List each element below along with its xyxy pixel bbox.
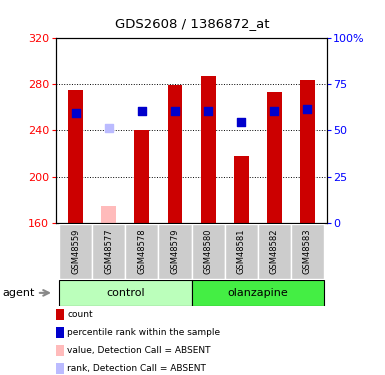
Text: percentile rank within the sample: percentile rank within the sample (67, 328, 221, 337)
Point (205, 108, 211, 114)
Point (73, 110, 79, 116)
Text: GSM48579: GSM48579 (171, 229, 179, 274)
Text: count: count (67, 310, 93, 319)
Bar (234, 156, 249, 223)
Text: GSM48559: GSM48559 (71, 229, 80, 274)
Point (304, 106, 310, 112)
Bar (134, 130, 149, 223)
Bar (101, 206, 116, 223)
Point (139, 108, 145, 114)
Bar (291, 224, 324, 279)
Bar (167, 85, 182, 223)
Bar (126, 224, 159, 279)
Point (106, 125, 112, 131)
Text: GSM48583: GSM48583 (303, 229, 312, 274)
Bar (68, 90, 83, 223)
Bar (59, 224, 92, 279)
Text: GDS2608 / 1386872_at: GDS2608 / 1386872_at (115, 17, 270, 30)
Bar (192, 280, 324, 306)
Bar (92, 224, 126, 279)
Point (238, 119, 244, 125)
Text: GSM48577: GSM48577 (104, 229, 113, 274)
Bar (258, 224, 291, 279)
Text: control: control (106, 288, 145, 298)
Text: GSM48578: GSM48578 (137, 229, 146, 274)
Text: olanzapine: olanzapine (228, 288, 288, 298)
Point (271, 108, 277, 114)
Text: value, Detection Call = ABSENT: value, Detection Call = ABSENT (67, 346, 211, 355)
Point (172, 108, 178, 114)
Bar (159, 224, 192, 279)
Bar (201, 76, 216, 223)
Bar (59, 280, 192, 306)
Bar (224, 224, 258, 279)
Bar (267, 92, 282, 223)
Text: agent: agent (2, 288, 34, 298)
Text: GSM48582: GSM48582 (270, 229, 279, 274)
Bar (192, 224, 224, 279)
Bar (300, 80, 315, 223)
Text: GSM48581: GSM48581 (237, 229, 246, 274)
Text: rank, Detection Call = ABSENT: rank, Detection Call = ABSENT (67, 364, 206, 373)
Text: GSM48580: GSM48580 (204, 229, 213, 274)
